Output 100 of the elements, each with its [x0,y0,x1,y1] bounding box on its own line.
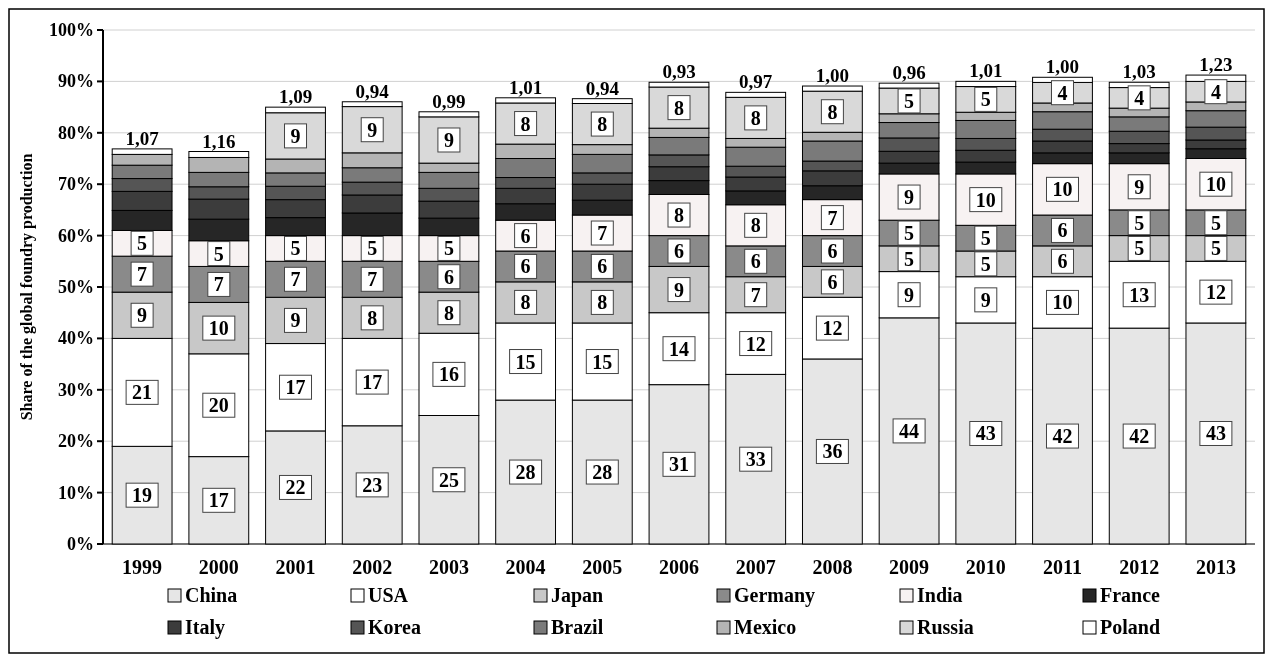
data-label: 1,01 [508,76,543,98]
data-label: 0,94 [585,77,620,99]
data-label: 0,93 [662,61,696,83]
data-label: 9 [290,309,301,332]
data-label: 1,23 [1199,54,1233,76]
x-tick-label: 2009 [889,556,930,578]
data-label: 10 [1052,291,1073,314]
data-label: 5 [213,242,224,265]
data-label: 5 [904,89,915,112]
x-tick-label: 2004 [505,556,546,578]
data-label: 5 [980,88,991,111]
x-tick-label: 2005 [582,556,623,578]
data-label: 17 [362,371,383,394]
data-label: 42 [1129,425,1150,448]
data-label: 0,97 [739,71,773,93]
data-label: 4 [1057,81,1068,104]
data-label: 4 [1210,80,1221,103]
data-label: 25 [438,468,459,491]
x-tick-label: 1999 [122,556,163,578]
y-tick-label: 20% [58,431,94,452]
x-tick-label: 2000 [198,556,239,578]
data-label: 5 [1134,211,1145,234]
y-tick-label: 100% [49,20,94,40]
data-label: 8 [674,96,684,119]
data-label: 5 [904,222,915,245]
data-label: 1,01 [969,60,1003,82]
x-tick-label: 2003 [428,556,469,578]
data-label: 6 [827,240,838,263]
data-label: 6 [520,224,531,247]
data-label: 8 [367,306,378,329]
data-label: 7 [597,222,608,245]
y-tick-label: 10% [58,482,94,503]
y-axis-title: Share of the global foundry production [18,153,36,421]
legend-label: USA [368,584,409,606]
data-label: 9 [443,129,454,151]
data-label: 5 [1210,237,1221,260]
data-label: 16 [438,363,459,386]
data-label: 5 [980,252,991,275]
data-label: 10 [1052,178,1073,201]
data-label: 9 [367,118,378,141]
data-label: 1,07 [125,127,160,149]
data-label: 5 [1134,237,1145,260]
data-label: 19 [132,484,153,507]
legend-label: Poland [1100,616,1161,638]
y-tick-label: 0% [67,534,94,554]
data-label: 6 [597,255,608,278]
data-label: 1,00 [815,65,850,87]
data-label: 5 [980,227,991,250]
data-label: 28 [515,461,536,484]
data-label: 12 [1205,281,1226,304]
data-label: 6 [1057,250,1068,273]
y-tick-label: 70% [58,174,94,195]
legend-label: China [185,584,238,606]
data-label: 42 [1052,425,1073,448]
x-tick-label: 2013 [1195,556,1236,578]
data-label: 4 [1134,86,1145,109]
data-label: 8 [597,113,608,136]
legend-label: Italy [185,616,225,639]
data-label: 7 [137,263,148,286]
data-label: 22 [285,476,306,499]
legend-label: France [1100,584,1161,606]
data-label: 8 [443,301,454,324]
data-label: 1,09 [278,86,313,108]
y-tick-label: 30% [58,379,94,400]
legend-label: India [917,584,963,606]
data-label: 5 [367,237,378,260]
data-label: 9 [904,186,915,209]
x-tick-label: 2006 [659,556,699,578]
data-label: 5 [1210,211,1221,234]
data-label: 7 [750,283,761,306]
data-label: 8 [750,106,761,129]
data-label: 6 [750,250,761,273]
data-label: 43 [975,422,996,445]
x-tick-label: 2001 [275,556,316,578]
y-tick-label: 40% [58,328,94,349]
legend-label: Russia [917,616,974,638]
y-tick-label: 50% [58,277,94,297]
data-label: 8 [750,214,761,237]
data-label: 5 [443,237,454,260]
legend-label: Brazil [551,616,604,638]
data-label: 9 [674,278,684,301]
data-label: 8 [827,100,838,123]
x-tick-label: 2012 [1119,556,1160,578]
data-label: 0,96 [892,62,926,84]
data-label: 31 [669,453,689,476]
x-tick-label: 2008 [812,556,853,578]
x-tick-label: 2010 [965,556,1006,578]
data-label: 10 [208,317,229,340]
data-label: 1,00 [1045,56,1080,78]
data-label: 10 [975,188,996,211]
data-label: 36 [822,440,843,463]
data-label: 9 [980,288,991,311]
data-label: 6 [520,255,531,278]
y-tick-label: 80% [58,122,94,143]
data-label: 0,99 [432,90,466,112]
data-label: 7 [367,268,378,291]
legend-label: Japan [551,584,604,607]
data-label: 9 [1134,175,1145,198]
data-label: 5 [137,232,148,255]
data-label: 1,03 [1122,61,1156,83]
